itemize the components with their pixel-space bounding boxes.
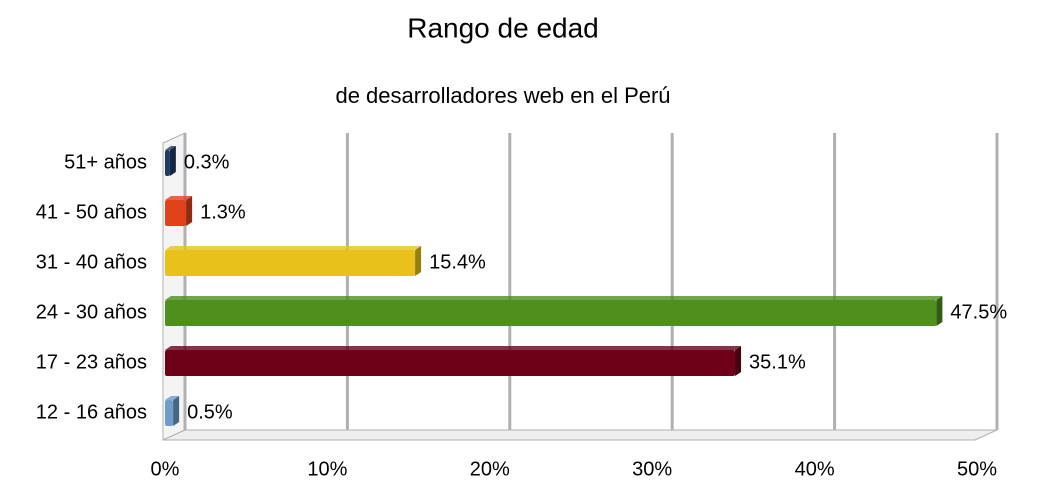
bar-side xyxy=(735,346,742,376)
bar xyxy=(165,250,416,276)
x-tick-label: 50% xyxy=(957,458,997,480)
data-label: 1.3% xyxy=(200,201,246,223)
y-tick-label: 24 - 30 años xyxy=(36,301,147,323)
x-tick-label: 10% xyxy=(307,458,347,480)
bar xyxy=(165,400,174,426)
x-tick-label: 40% xyxy=(795,458,835,480)
bar-top xyxy=(165,296,943,300)
bar-top xyxy=(165,246,422,250)
y-tick-label: 41 - 50 años xyxy=(36,201,147,223)
bar-side xyxy=(415,246,422,276)
data-label: 47.5% xyxy=(950,301,1007,323)
x-tick-label: 0% xyxy=(151,458,180,480)
bar xyxy=(165,200,187,226)
y-tick-label: 31 - 40 años xyxy=(36,251,147,273)
side-wall xyxy=(162,132,186,441)
floor xyxy=(162,429,998,441)
x-tick-label: 30% xyxy=(632,458,672,480)
data-label: 0.5% xyxy=(187,401,233,423)
data-label: 15.4% xyxy=(429,251,486,273)
x-tick-label: 20% xyxy=(470,458,510,480)
bar-side xyxy=(936,296,943,326)
bar-top xyxy=(165,396,180,400)
bar xyxy=(165,350,736,376)
bar-top xyxy=(165,146,176,150)
y-tick-label: 12 - 16 años xyxy=(36,401,147,423)
data-label: 35.1% xyxy=(749,351,806,373)
bar-top xyxy=(165,196,193,200)
data-label: 0.3% xyxy=(184,151,230,173)
bar xyxy=(165,150,170,176)
y-tick-label: 51+ años xyxy=(64,151,147,173)
chart-subtitle: de desarrolladores web en el Perú xyxy=(335,83,670,108)
bar xyxy=(165,300,937,326)
bar-side xyxy=(186,196,193,226)
bar-side xyxy=(169,146,176,176)
bar-side xyxy=(173,396,180,426)
y-tick-label: 17 - 23 años xyxy=(36,351,147,373)
chart-title: Rango de edad xyxy=(407,12,599,43)
bar-top xyxy=(165,346,742,350)
